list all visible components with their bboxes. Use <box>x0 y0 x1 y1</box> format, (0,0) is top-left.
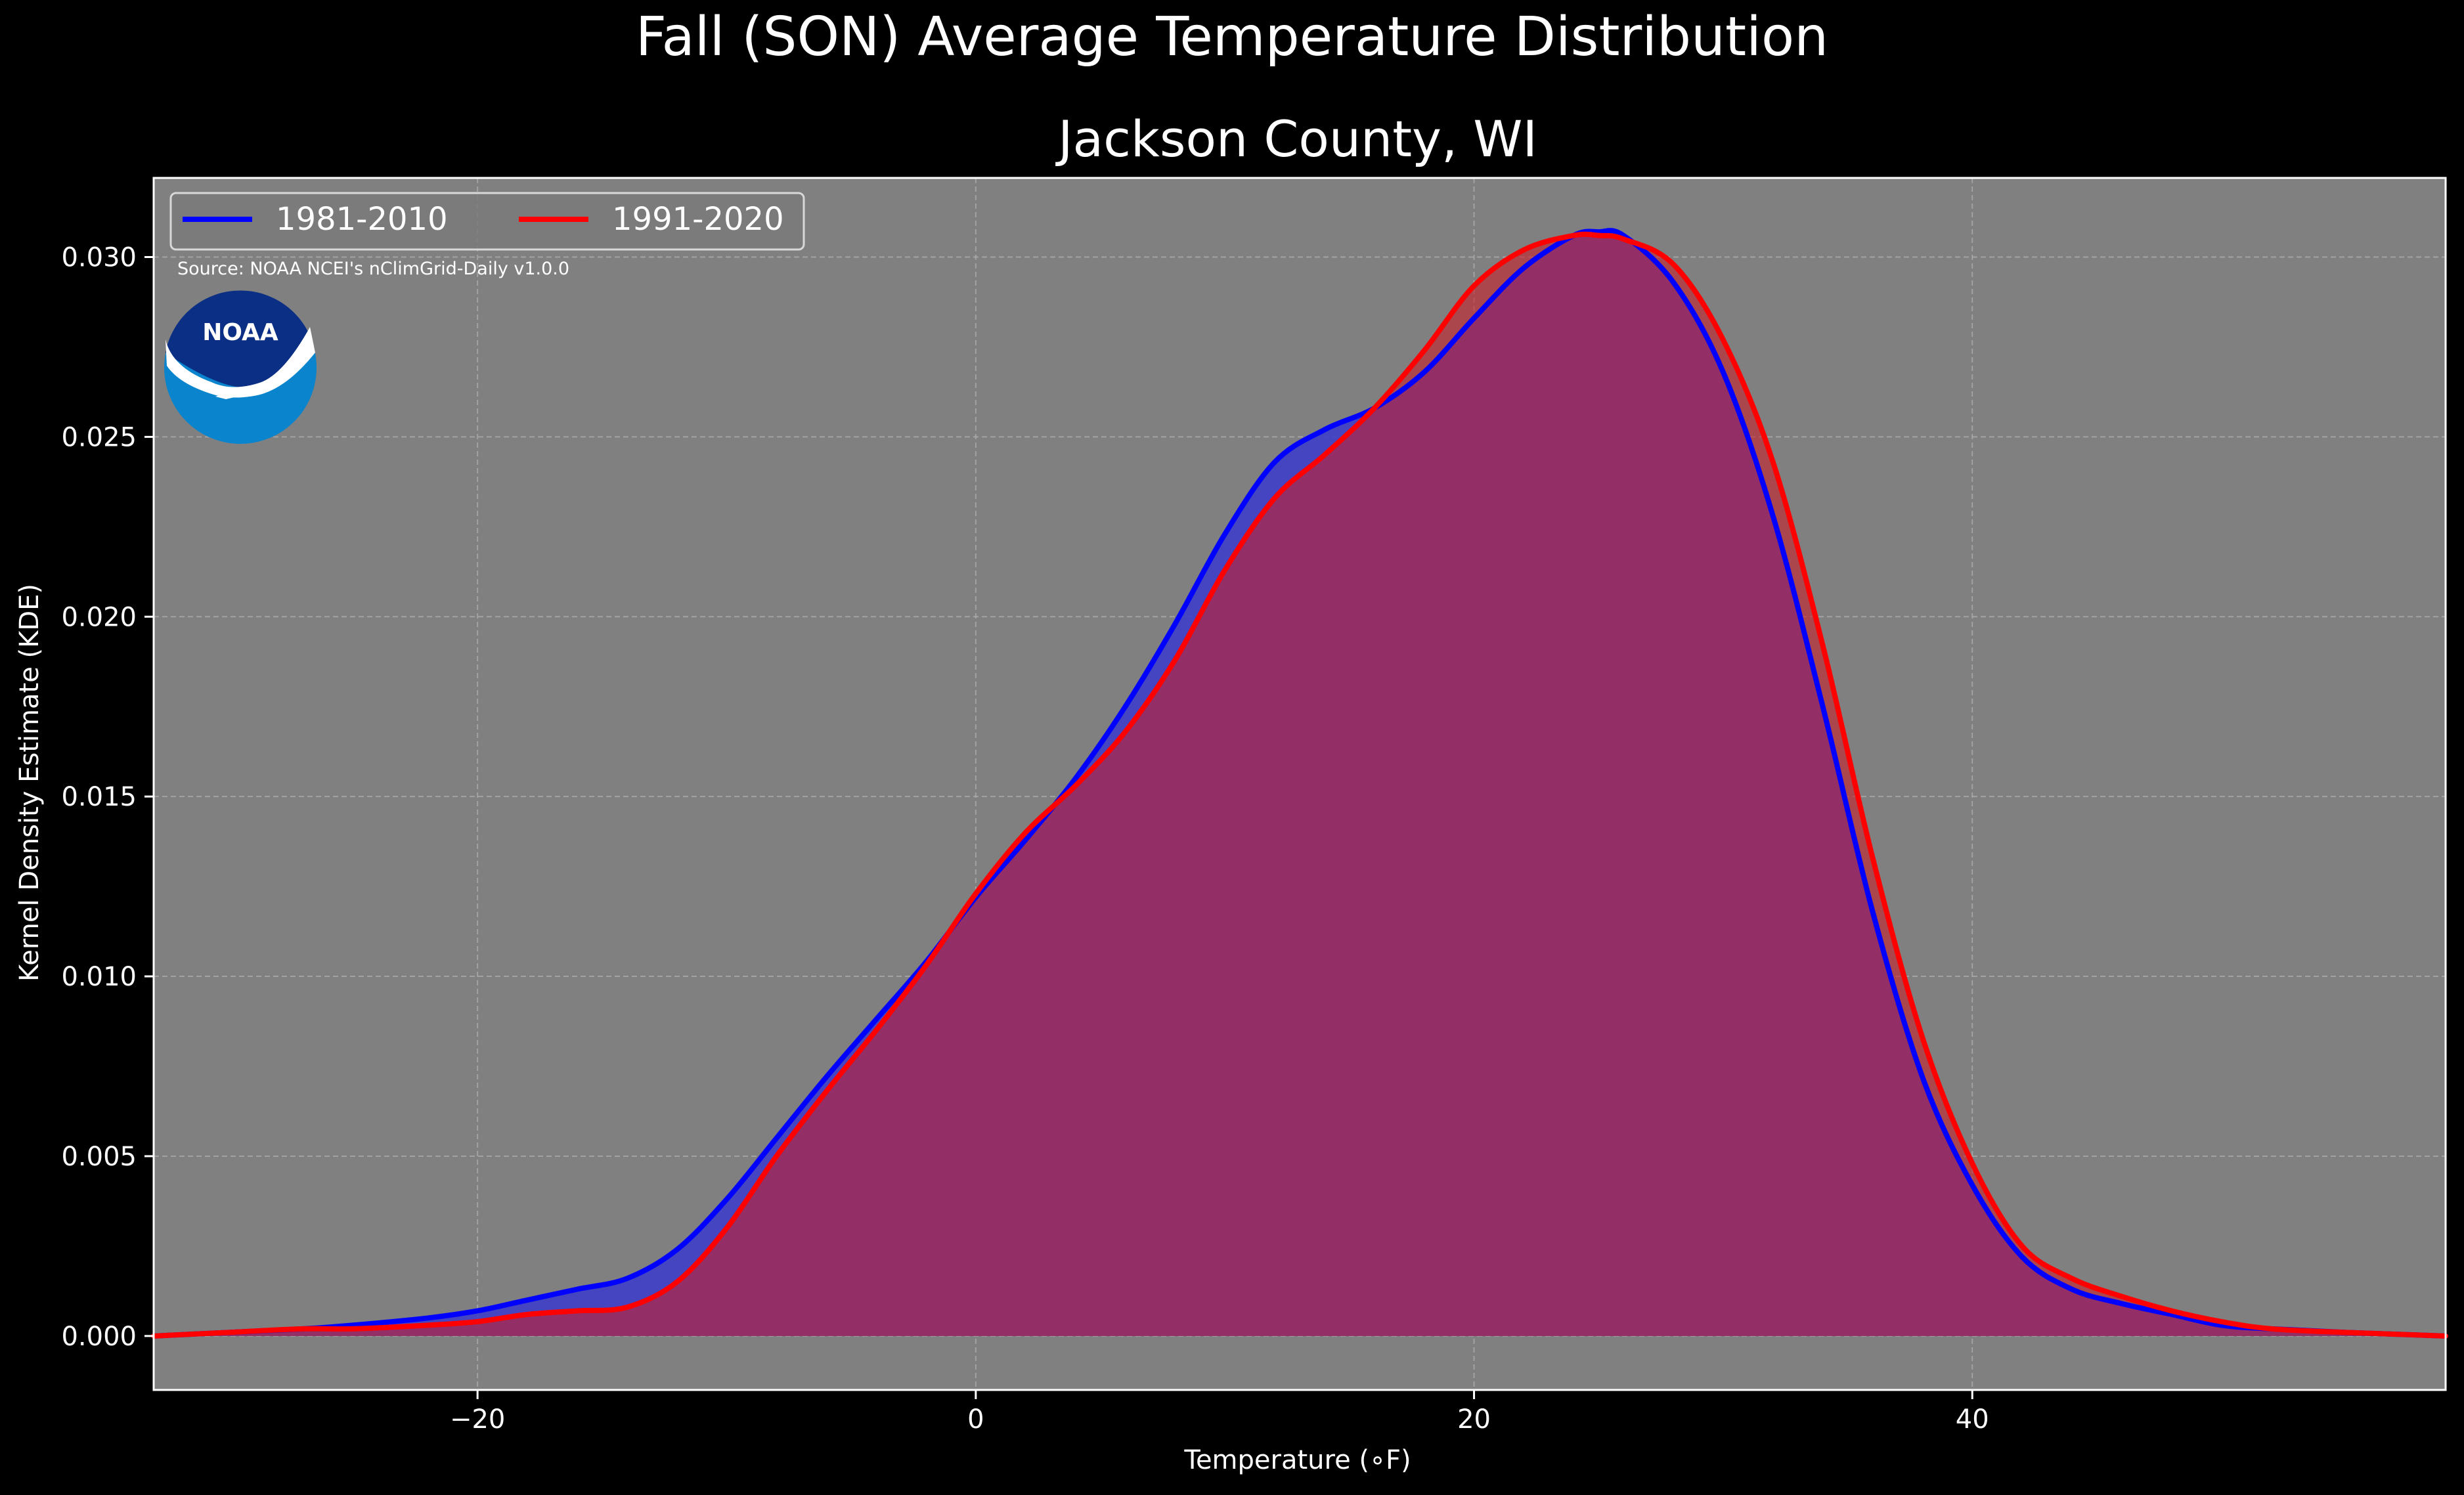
x-tick-label: 40 <box>1956 1404 1989 1435</box>
legend-label-1991-2020: 1991-2020 <box>612 201 784 238</box>
x-axis-label: Temperature (∘F) <box>1183 1445 1411 1475</box>
y-tick-label: 0.020 <box>61 602 137 632</box>
y-tick-label: 0.005 <box>61 1142 137 1172</box>
legend: 1981-2010 1991-2020 <box>169 192 805 251</box>
legend-label-1981-2010: 1981-2010 <box>276 201 448 238</box>
x-tick-label: 0 <box>967 1404 984 1435</box>
plot-frame <box>152 177 2447 1391</box>
noaa-logo-text: NOAA <box>202 319 278 346</box>
series-fills <box>154 230 2446 1336</box>
y-tick-label: 0.030 <box>61 243 137 273</box>
legend-box <box>169 192 805 251</box>
source-annotation: Source: NOAA NCEI's nClimGrid-Daily v1.0… <box>177 259 569 279</box>
chart-title: Jackson County, WI <box>1055 110 1537 168</box>
axis-ticks: −20 0 20 40 0.000 0.005 0.010 0.015 0.020 0.025 0.… <box>61 243 1989 1435</box>
series-line-1991-2020 <box>151 231 2448 1339</box>
x-tick-label: 20 <box>1457 1404 1491 1435</box>
y-tick-label: 0.025 <box>61 422 137 452</box>
noaa-logo: NOAA <box>164 290 317 444</box>
y-axis-label: Kernel Density Estimate (KDE) <box>14 584 45 982</box>
series-area-1991-2020 <box>154 234 2446 1336</box>
x-tick-label: −20 <box>450 1404 505 1435</box>
figure-suptitle: Fall (SON) Average Temperature Distribut… <box>636 6 1828 68</box>
series-lines <box>151 228 2448 1339</box>
y-tick-label: 0.015 <box>61 782 137 812</box>
y-tick-label: 0.000 <box>61 1322 137 1352</box>
y-tick-label: 0.010 <box>61 962 137 992</box>
